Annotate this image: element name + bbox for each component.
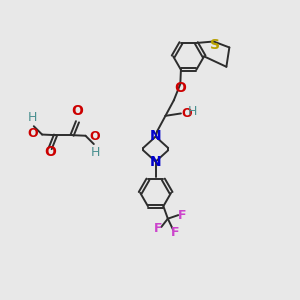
Text: O: O <box>44 146 56 159</box>
Text: F: F <box>171 226 180 239</box>
Text: N: N <box>150 129 161 143</box>
Text: F: F <box>154 222 162 235</box>
Text: F: F <box>178 208 186 222</box>
Text: O: O <box>71 104 83 118</box>
Text: O: O <box>27 128 38 140</box>
Text: O: O <box>174 81 186 95</box>
Text: S: S <box>210 38 220 52</box>
Text: H: H <box>188 105 197 118</box>
Text: H: H <box>91 146 100 159</box>
Text: O: O <box>181 107 192 120</box>
Text: N: N <box>150 155 161 169</box>
Text: O: O <box>90 130 100 143</box>
Text: H: H <box>28 111 37 124</box>
